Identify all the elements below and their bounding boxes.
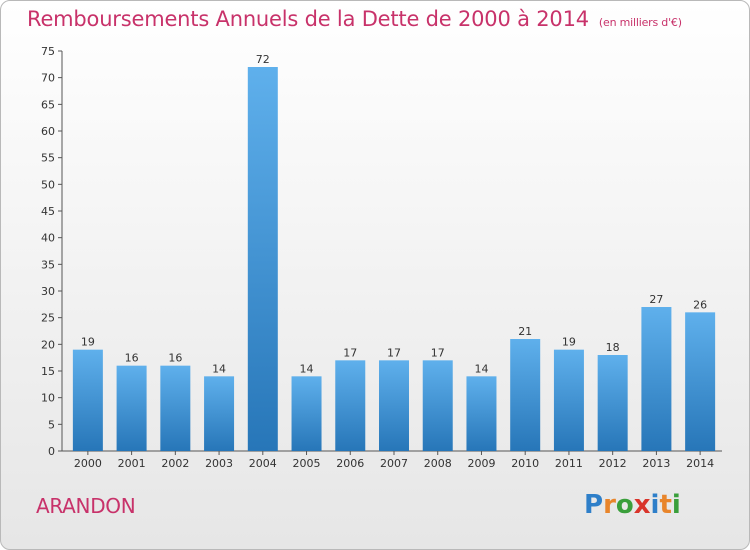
y-tick-label: 40	[41, 232, 55, 245]
y-tick-label: 20	[41, 338, 55, 351]
bar-2013	[641, 307, 672, 451]
bar-2012	[597, 355, 628, 451]
bar-2001	[116, 365, 147, 451]
data-label-2008: 17	[431, 346, 445, 359]
y-tick-label: 60	[41, 125, 55, 138]
logo-letter: t	[659, 490, 672, 520]
bar-2008	[422, 360, 453, 451]
chart-title-text: Remboursements Annuels de la Dette de 20…	[27, 7, 589, 31]
data-label-2010: 21	[518, 325, 532, 338]
x-tick-label-2009: 2009	[467, 457, 495, 470]
y-tick-label: 35	[41, 258, 55, 271]
x-tick-label-2000: 2000	[74, 457, 102, 470]
y-tick-label: 25	[41, 312, 55, 325]
bar-2005	[291, 376, 322, 451]
x-tick-label-2008: 2008	[424, 457, 452, 470]
y-tick-label: 50	[41, 178, 55, 191]
y-tick-label: 5	[48, 418, 55, 431]
y-tick-label: 45	[41, 205, 55, 218]
x-tick-label-2005: 2005	[293, 457, 321, 470]
logo-letter: x	[633, 490, 651, 520]
data-label-2006: 17	[343, 346, 357, 359]
data-label-2007: 17	[387, 346, 401, 359]
data-label-2011: 19	[562, 336, 576, 349]
data-label-2001: 16	[125, 352, 139, 365]
y-tick-label: 70	[41, 72, 55, 85]
data-label-2009: 14	[474, 362, 488, 375]
y-axis: 0 5 10 15 20 25 30 35 40 45 50 55 60 65 70 75	[41, 45, 63, 458]
commune-name: ARANDON	[36, 494, 136, 518]
data-labels: 19 16 16 14 72 14 17 17 17 14 21 19 18 27 26	[81, 53, 707, 375]
bar-2014	[685, 312, 716, 451]
data-label-2000: 19	[81, 336, 95, 349]
y-tick-label: 10	[41, 392, 55, 405]
bar-2000	[72, 349, 103, 451]
bars	[72, 67, 716, 451]
x-axis: 2000 2001 2002 2003 2004 2005 2006 2007 2008 2009…	[62, 450, 722, 470]
bar-2004	[247, 67, 278, 451]
bar-2002	[160, 365, 191, 451]
bar-2010	[510, 339, 541, 451]
data-label-2004: 72	[256, 53, 270, 66]
y-tick-label: 0	[48, 445, 55, 458]
bar-2011	[553, 349, 584, 451]
data-label-2013: 27	[649, 293, 663, 306]
x-tick-label-2011: 2011	[555, 457, 583, 470]
bar-2003	[204, 376, 235, 451]
y-tick-label: 30	[41, 285, 55, 298]
bar-2009	[466, 376, 497, 451]
x-tick-label-2006: 2006	[336, 457, 364, 470]
data-label-2014: 26	[693, 298, 707, 311]
x-tick-label-2014: 2014	[686, 457, 714, 470]
x-tick-label-2013: 2013	[642, 457, 670, 470]
y-tick-label: 55	[41, 152, 55, 165]
proxiti-logo[interactable]: Proxiti	[584, 490, 681, 520]
data-label-2003: 14	[212, 362, 226, 375]
x-tick-label-2007: 2007	[380, 457, 408, 470]
y-tick-label: 75	[41, 45, 55, 58]
data-label-2005: 14	[300, 362, 314, 375]
logo-letter: P	[584, 490, 604, 520]
x-tick-label-2002: 2002	[161, 457, 189, 470]
x-tick-label-2001: 2001	[118, 457, 146, 470]
data-label-2012: 18	[606, 341, 620, 354]
x-tick-label-2010: 2010	[511, 457, 539, 470]
x-tick-label-2003: 2003	[205, 457, 233, 470]
data-label-2002: 16	[168, 352, 182, 365]
y-tick-label: 65	[41, 98, 55, 111]
chart-title: Remboursements Annuels de la Dette de 20…	[27, 7, 682, 31]
logo-letter: i	[650, 490, 660, 520]
bar-2006	[335, 360, 366, 451]
y-tick-label: 15	[41, 365, 55, 378]
chart-unit: (en milliers d'€)	[598, 16, 682, 29]
bar-2007	[379, 360, 409, 451]
x-tick-label-2004: 2004	[249, 457, 277, 470]
logo-letter: r	[603, 490, 616, 520]
logo-letter: o	[615, 490, 634, 520]
logo-letter: i	[671, 490, 681, 520]
x-tick-label-2012: 2012	[599, 457, 627, 470]
